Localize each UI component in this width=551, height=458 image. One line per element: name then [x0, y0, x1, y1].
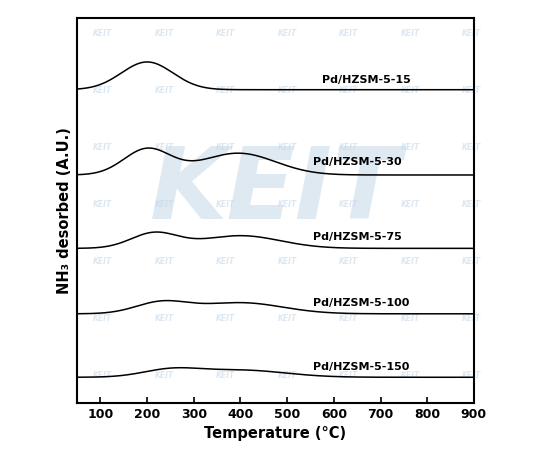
Text: KEIT: KEIT [216, 200, 235, 209]
Y-axis label: NH₃ desorbed (A.U.): NH₃ desorbed (A.U.) [57, 127, 72, 294]
Text: KEIT: KEIT [93, 143, 112, 152]
Text: KEIT: KEIT [278, 143, 297, 152]
X-axis label: Temperature (°C): Temperature (°C) [204, 426, 347, 442]
Text: KEIT: KEIT [339, 86, 358, 95]
Text: KEIT: KEIT [278, 257, 297, 266]
Text: KEIT: KEIT [216, 257, 235, 266]
Text: KEIT: KEIT [154, 29, 174, 38]
Text: KEIT: KEIT [339, 371, 358, 380]
Text: KEIT: KEIT [401, 257, 420, 266]
Text: KEIT: KEIT [462, 143, 481, 152]
Text: KEIT: KEIT [401, 371, 420, 380]
Text: KEIT: KEIT [93, 314, 112, 323]
Text: KEIT: KEIT [462, 86, 481, 95]
Text: KEIT: KEIT [278, 200, 297, 209]
Text: Pd/HZSM-5-100: Pd/HZSM-5-100 [313, 298, 409, 308]
Text: KEIT: KEIT [278, 86, 297, 95]
Text: KEIT: KEIT [462, 29, 481, 38]
Text: KEIT: KEIT [339, 143, 358, 152]
Text: KEIT: KEIT [278, 371, 297, 380]
Text: KEIT: KEIT [93, 200, 112, 209]
Text: KEIT: KEIT [339, 257, 358, 266]
Text: KEIT: KEIT [150, 143, 401, 240]
Text: KEIT: KEIT [154, 371, 174, 380]
Text: KEIT: KEIT [278, 29, 297, 38]
Text: Pd/HZSM-5-15: Pd/HZSM-5-15 [322, 75, 411, 85]
Text: KEIT: KEIT [401, 29, 420, 38]
Text: KEIT: KEIT [401, 143, 420, 152]
Text: KEIT: KEIT [339, 314, 358, 323]
Text: KEIT: KEIT [401, 200, 420, 209]
Text: KEIT: KEIT [93, 371, 112, 380]
Text: KEIT: KEIT [401, 86, 420, 95]
Text: KEIT: KEIT [462, 200, 481, 209]
Text: Pd/HZSM-5-75: Pd/HZSM-5-75 [313, 232, 402, 242]
Text: KEIT: KEIT [216, 371, 235, 380]
Text: KEIT: KEIT [93, 86, 112, 95]
Text: KEIT: KEIT [216, 143, 235, 152]
Text: KEIT: KEIT [154, 143, 174, 152]
Text: Pd/HZSM-5-30: Pd/HZSM-5-30 [313, 157, 402, 167]
Text: KEIT: KEIT [278, 314, 297, 323]
Text: KEIT: KEIT [339, 200, 358, 209]
Text: KEIT: KEIT [93, 257, 112, 266]
Text: KEIT: KEIT [216, 29, 235, 38]
Text: KEIT: KEIT [154, 200, 174, 209]
Text: KEIT: KEIT [462, 371, 481, 380]
Text: KEIT: KEIT [93, 29, 112, 38]
Text: KEIT: KEIT [216, 314, 235, 323]
Text: KEIT: KEIT [154, 257, 174, 266]
Text: KEIT: KEIT [154, 86, 174, 95]
Text: KEIT: KEIT [462, 257, 481, 266]
Text: KEIT: KEIT [339, 29, 358, 38]
Text: KEIT: KEIT [401, 314, 420, 323]
Text: KEIT: KEIT [462, 314, 481, 323]
Text: Pd/HZSM-5-150: Pd/HZSM-5-150 [313, 362, 409, 372]
Text: KEIT: KEIT [154, 314, 174, 323]
Text: KEIT: KEIT [216, 86, 235, 95]
